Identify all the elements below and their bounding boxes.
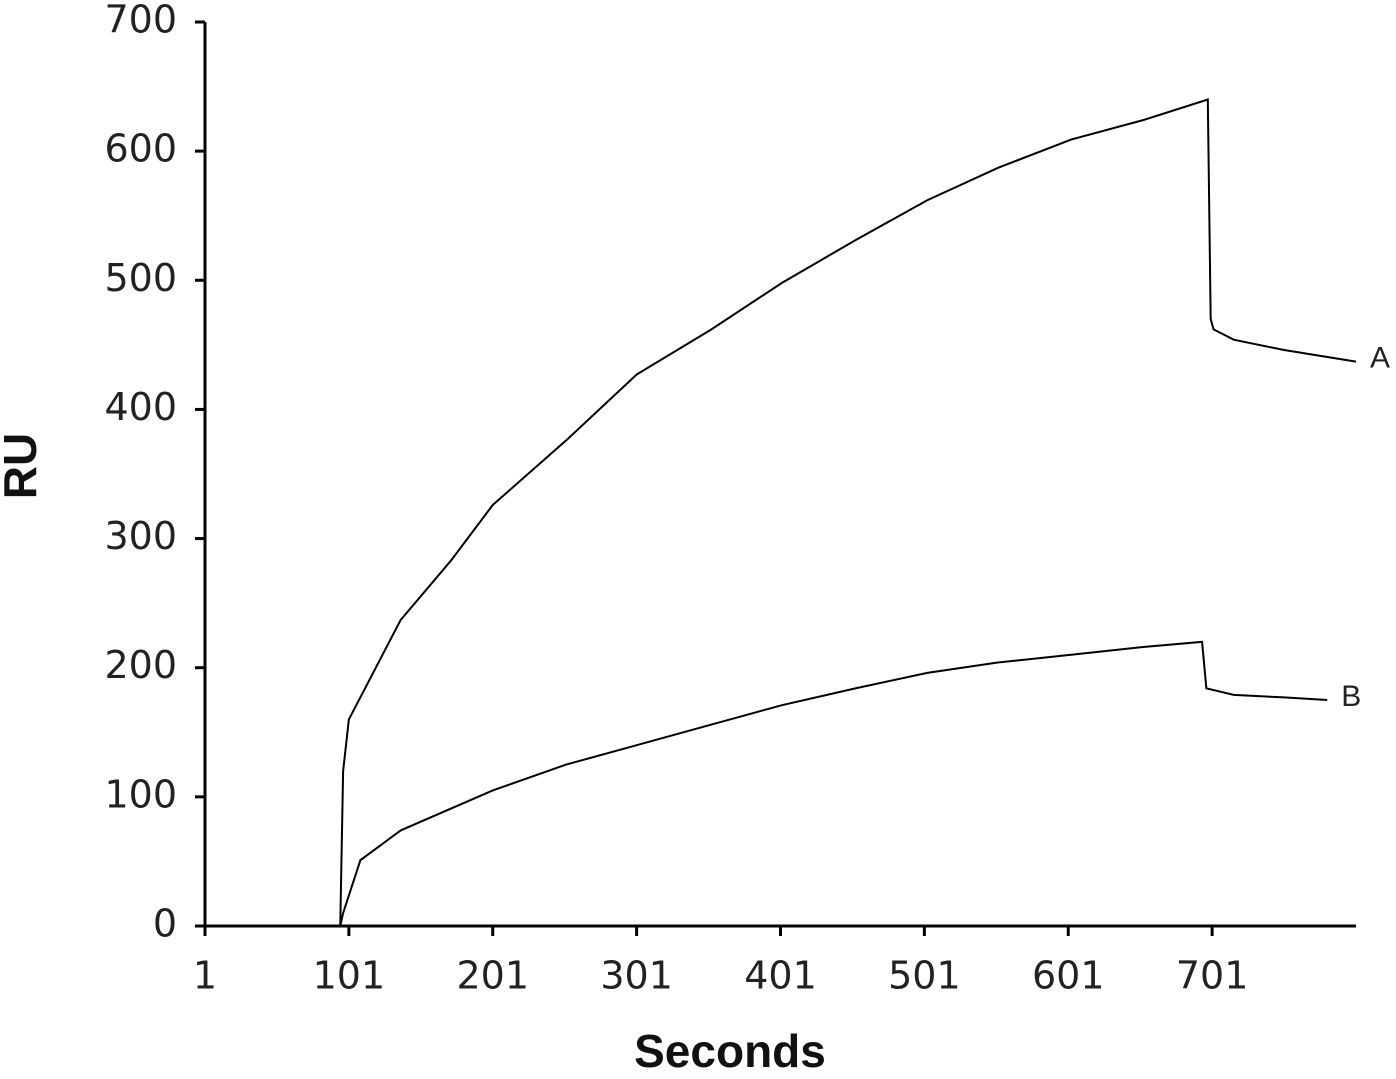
y-tick-label: 600 [104,127,177,171]
series-label: A [1370,342,1390,375]
line [205,640,1328,927]
x-tick-label: 1 [193,954,217,998]
series-label: B [1341,680,1361,713]
x-tick-label: 101 [313,954,386,998]
x-tick-label: 701 [1176,954,1249,998]
y-tick-label: 500 [104,256,177,300]
line [205,98,1357,927]
y-tick-label: 100 [104,772,177,816]
y-tick-label: 700 [104,0,177,42]
x-tick-label: 601 [1032,954,1105,998]
y-tick-label: 0 [153,902,177,946]
y-tick-label: 400 [104,385,177,429]
x-axis-title: Seconds [634,1025,826,1077]
x-tick-label: 201 [456,954,529,998]
x-tick-label: 501 [888,954,961,998]
x-tick-label: 401 [744,954,817,998]
y-axis-title: RU [0,433,46,499]
y-tick-label: 300 [104,514,177,558]
x-tick-label: 301 [600,954,673,998]
y-tick-label: 200 [104,643,177,687]
